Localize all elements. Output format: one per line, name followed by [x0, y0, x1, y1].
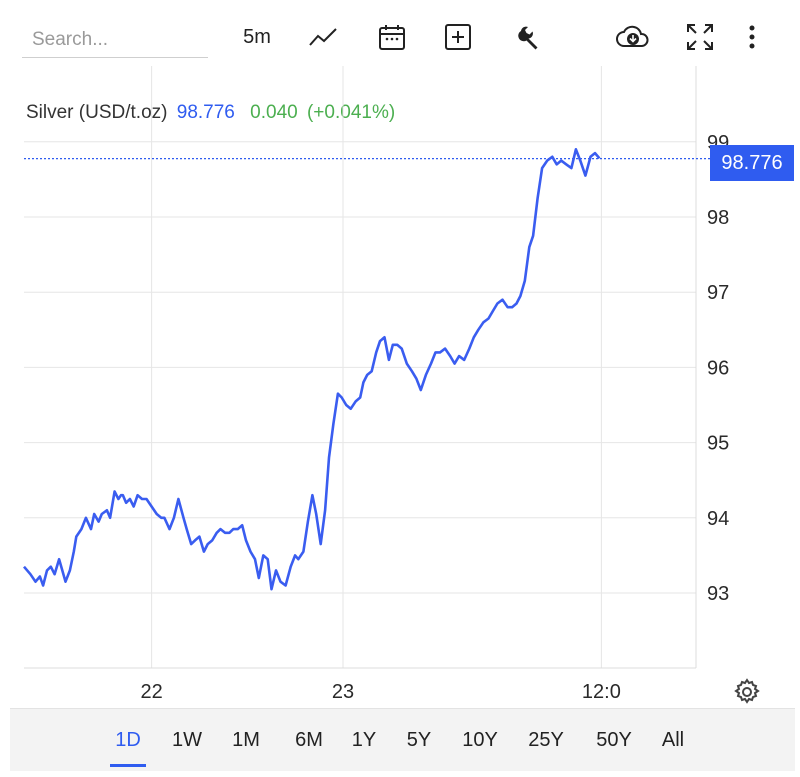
- x-tick-label: 12:0: [582, 681, 621, 703]
- price-change-percent: (+0.041%): [306, 102, 396, 123]
- last-price-badge: 98.776: [710, 145, 794, 181]
- more-vertical-icon[interactable]: [740, 20, 764, 54]
- range-25y-button[interactable]: 25Y: [528, 728, 564, 751]
- instrument-name: Silver (USD/t.oz): [26, 102, 168, 123]
- y-tick-label: 97: [707, 282, 729, 304]
- fullscreen-icon[interactable]: [682, 20, 718, 54]
- x-tick-label: 23: [332, 681, 354, 703]
- range-6m-button[interactable]: 6M: [295, 728, 323, 751]
- y-tick-label: 94: [707, 508, 729, 530]
- y-tick-label: 96: [707, 357, 729, 379]
- range-1d-button[interactable]: 1D: [110, 709, 146, 771]
- range-50y-button[interactable]: 50Y: [596, 728, 632, 751]
- y-tick-label: 93: [707, 583, 729, 605]
- line-chart-icon[interactable]: [305, 20, 341, 54]
- range-1m-button[interactable]: 1M: [232, 728, 260, 751]
- range-5y-button[interactable]: 5Y: [406, 728, 432, 751]
- calendar-icon[interactable]: [374, 20, 410, 54]
- x-tick-label: 22: [140, 681, 162, 703]
- y-tick-label: 98: [707, 207, 729, 229]
- plus-box-icon[interactable]: [440, 20, 476, 54]
- toolbar: 5m: [10, 0, 795, 70]
- range-all-button[interactable]: All: [661, 728, 685, 751]
- range-selector: 1D 1W 1M 6M 1Y 5Y 10Y 25Y 50Y All: [10, 708, 795, 771]
- cloud-download-icon[interactable]: [613, 20, 653, 54]
- chart-widget: 5m: [10, 0, 795, 771]
- settings-gear-icon[interactable]: [732, 677, 762, 707]
- price-change: 0.040: [250, 102, 298, 123]
- current-price: 98.776: [176, 102, 235, 123]
- range-1y-button[interactable]: 1Y: [351, 728, 377, 751]
- interval-button[interactable]: 5m: [243, 25, 271, 48]
- price-series-line: [23, 148, 601, 591]
- range-1w-button[interactable]: 1W: [172, 728, 202, 751]
- instrument-header: Silver (USD/t.oz) 98.776 0.040 (+0.041%): [26, 102, 395, 124]
- search-input[interactable]: [22, 22, 208, 58]
- wrench-icon[interactable]: [512, 20, 548, 54]
- y-tick-label: 95: [707, 433, 729, 455]
- range-10y-button[interactable]: 10Y: [462, 728, 498, 751]
